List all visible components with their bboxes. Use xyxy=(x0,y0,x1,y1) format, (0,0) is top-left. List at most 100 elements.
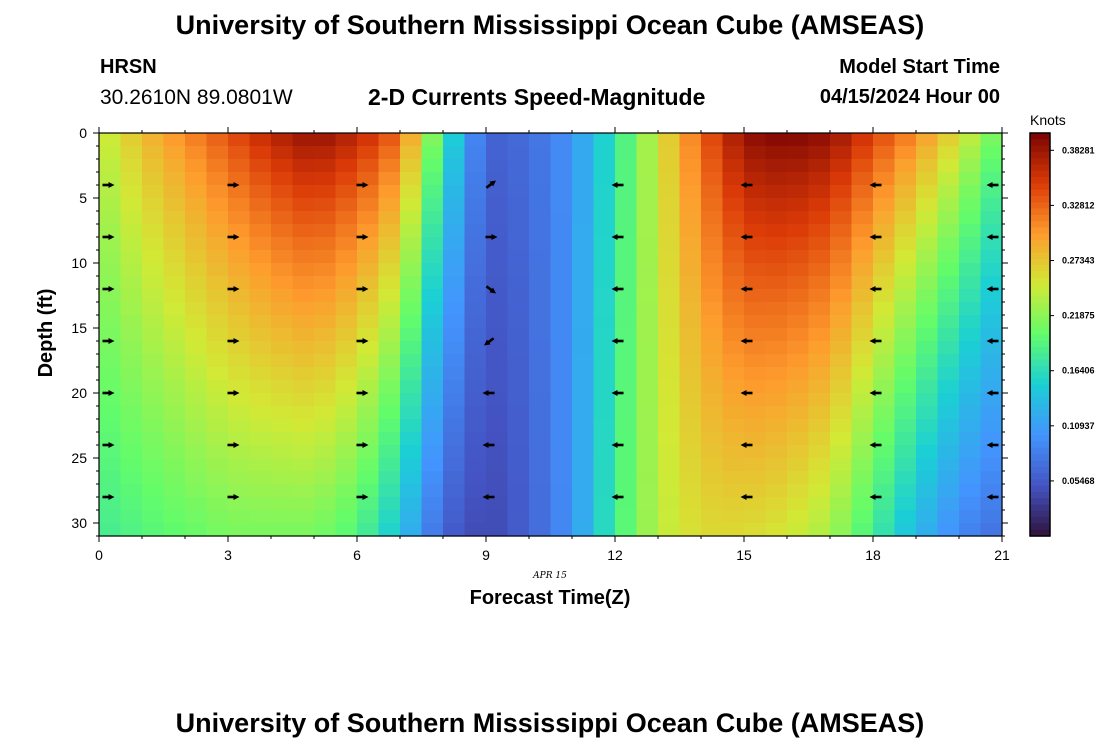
heatmap-cell xyxy=(550,146,573,160)
heatmap-cell xyxy=(701,159,724,173)
heatmap-cell xyxy=(486,211,509,225)
heatmap-cell xyxy=(830,497,853,511)
heatmap-cell xyxy=(443,341,466,355)
heatmap-cell xyxy=(292,393,315,407)
heatmap-cell xyxy=(421,289,444,303)
heatmap-cell xyxy=(185,302,208,316)
heatmap-cell xyxy=(378,523,401,537)
heatmap-cell xyxy=(249,484,272,498)
heatmap-cell xyxy=(937,276,960,290)
heatmap-cell xyxy=(271,185,294,199)
heatmap-cell xyxy=(980,406,1003,420)
heatmap-cell xyxy=(507,510,530,524)
heatmap-cell xyxy=(636,328,659,342)
heatmap-cell xyxy=(314,185,337,199)
heatmap-cell xyxy=(185,159,208,173)
heatmap-cell xyxy=(464,445,487,459)
heatmap-cell xyxy=(529,523,552,537)
colorbar-segment xyxy=(1030,233,1050,241)
heatmap-cell xyxy=(916,406,939,420)
heatmap-cell xyxy=(486,510,509,524)
heatmap-cell xyxy=(400,432,423,446)
heatmap-cell xyxy=(701,484,724,498)
heatmap-cell xyxy=(873,159,896,173)
heatmap-cell xyxy=(185,289,208,303)
heatmap-cell xyxy=(357,224,380,238)
heatmap-cell xyxy=(443,367,466,381)
heatmap-cell xyxy=(486,159,509,173)
heatmap-cell xyxy=(142,302,165,316)
heatmap-cell xyxy=(765,133,788,147)
heatmap-cell xyxy=(636,419,659,433)
heatmap-cell xyxy=(357,315,380,329)
heatmap-cell xyxy=(615,159,638,173)
heatmap-cell xyxy=(959,341,982,355)
heatmap-cell xyxy=(894,393,917,407)
heatmap-cell xyxy=(206,315,229,329)
heatmap-cell xyxy=(142,458,165,472)
heatmap-cell xyxy=(851,471,874,485)
heatmap-cell xyxy=(314,302,337,316)
heatmap-cell xyxy=(314,172,337,186)
heatmap-cell xyxy=(894,302,917,316)
colorbar-segment xyxy=(1030,334,1050,342)
heatmap-cell xyxy=(916,510,939,524)
heatmap-cell xyxy=(185,458,208,472)
heatmap-cell xyxy=(636,289,659,303)
heatmap-cell xyxy=(937,185,960,199)
heatmap-cell xyxy=(163,211,186,225)
heatmap-cell xyxy=(400,263,423,277)
heatmap-cell xyxy=(357,432,380,446)
heatmap-cell xyxy=(378,393,401,407)
heatmap-cell xyxy=(636,172,659,186)
heatmap-cell xyxy=(271,315,294,329)
chart-subtitle: 2-D Currents Speed-Magnitude xyxy=(368,84,706,110)
colorbar-segment xyxy=(1030,133,1050,140)
heatmap-cell xyxy=(916,237,939,251)
colorbar-segment xyxy=(1030,177,1050,184)
heatmap-cell xyxy=(701,510,724,524)
heatmap-cell xyxy=(873,302,896,316)
heatmap-cell xyxy=(228,185,251,199)
heatmap-cell xyxy=(163,406,186,420)
heatmap-cell xyxy=(271,484,294,498)
heatmap-cell xyxy=(808,237,831,251)
heatmap-cell xyxy=(464,523,487,537)
heatmap-cell xyxy=(249,237,272,251)
heatmap-cell xyxy=(765,185,788,199)
heatmap-cell xyxy=(142,263,165,277)
heatmap-cell xyxy=(658,328,681,342)
heatmap-cell xyxy=(808,146,831,160)
heatmap-cell xyxy=(658,354,681,368)
heatmap-cell xyxy=(271,159,294,173)
heatmap-cell xyxy=(980,445,1003,459)
heatmap-cell xyxy=(421,237,444,251)
heatmap-cell xyxy=(206,146,229,160)
heatmap-cell xyxy=(529,393,552,407)
heatmap-cell xyxy=(830,393,853,407)
heatmap-cell xyxy=(658,224,681,238)
heatmap-cell xyxy=(636,341,659,355)
heatmap-cell xyxy=(443,289,466,303)
heatmap-cell xyxy=(529,276,552,290)
heatmap-cell xyxy=(507,302,530,316)
heatmap-cell xyxy=(99,315,122,329)
heatmap-cell xyxy=(421,198,444,212)
heatmap-cell xyxy=(185,172,208,186)
heatmap-cell xyxy=(185,380,208,394)
heatmap-cell xyxy=(99,341,122,355)
heatmap-cell xyxy=(421,159,444,173)
heatmap-cell xyxy=(206,523,229,537)
heatmap-cell xyxy=(873,432,896,446)
heatmap-cell xyxy=(787,510,810,524)
heatmap-cell xyxy=(808,510,831,524)
heatmap-cell xyxy=(701,341,724,355)
heatmap-cell xyxy=(120,432,143,446)
heatmap-cell xyxy=(142,445,165,459)
heatmap-cell xyxy=(658,523,681,537)
heatmap-cell xyxy=(314,367,337,381)
heatmap-cell xyxy=(120,224,143,238)
heatmap-cell xyxy=(507,224,530,238)
heatmap-cell xyxy=(744,484,767,498)
heatmap-cell xyxy=(593,380,616,394)
